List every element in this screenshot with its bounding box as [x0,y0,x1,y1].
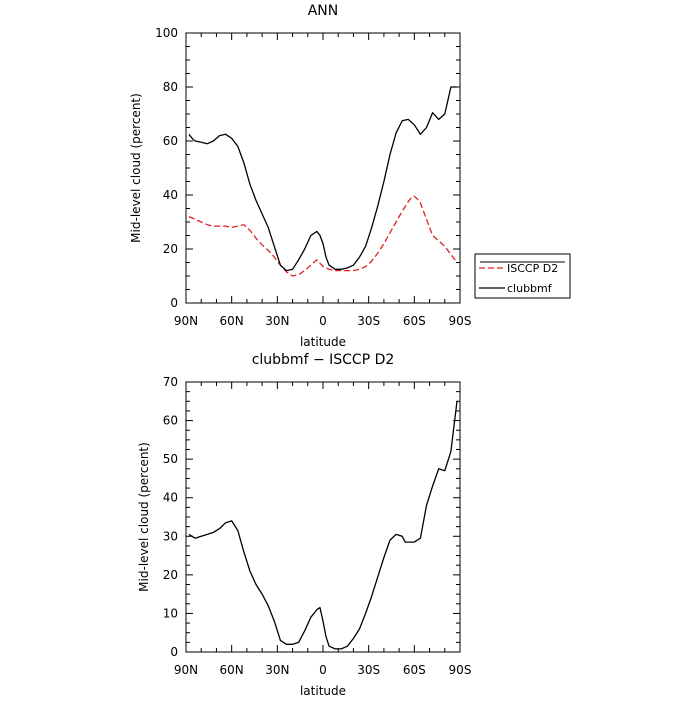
x-tick-label: 60N [220,663,244,677]
y-tick-label: 20 [163,568,178,582]
x-tick-label: 0 [319,663,327,677]
y-tick-label: 60 [163,414,178,428]
x-tick-label: 60S [403,663,426,677]
series-line-difference [188,401,458,650]
x-tick-label: 90S [449,663,472,677]
x-tick-label: 30S [357,663,380,677]
chart-title: ANN [308,3,339,19]
legend-label: ISCCP D2 [507,262,558,275]
x-tick-label: 30N [265,663,289,677]
y-tick-label: 0 [170,296,178,310]
x-tick-label: 60N [220,314,244,328]
y-tick-label: 30 [163,529,178,543]
y-tick-label: 40 [163,188,178,202]
x-tick-label: 90S [449,314,472,328]
y-axis-title: Mid-level cloud (percent) [129,93,143,243]
y-tick-label: 40 [163,491,178,505]
y-axis-title: Mid-level cloud (percent) [137,442,151,592]
chart-title: clubbmf − ISCCP D2 [252,352,395,368]
y-tick-label: 0 [170,645,178,659]
y-tick-label: 50 [163,452,178,466]
plot-frame [185,32,461,304]
y-tick-label: 10 [163,606,178,620]
x-tick-label: 90N [174,314,198,328]
x-axis-title: latitude [300,335,346,349]
x-tick-label: 60S [403,314,426,328]
y-tick-label: 60 [163,134,178,148]
y-tick-label: 70 [163,375,178,389]
y-tick-label: 80 [163,80,178,94]
x-tick-label: 90N [174,663,198,677]
legend-label: clubbmf [507,282,553,295]
series-line-clubbmf [188,86,457,272]
x-axis-title: latitude [300,684,346,698]
x-tick-label: 30N [265,314,289,328]
x-tick-label: 30S [357,314,380,328]
legend-box [474,253,571,299]
y-tick-label: 20 [163,242,178,256]
series-line-isccp-d2 [188,195,458,277]
plot-frame [185,381,461,653]
y-tick-label: 100 [155,26,178,40]
x-tick-label: 0 [319,314,327,328]
